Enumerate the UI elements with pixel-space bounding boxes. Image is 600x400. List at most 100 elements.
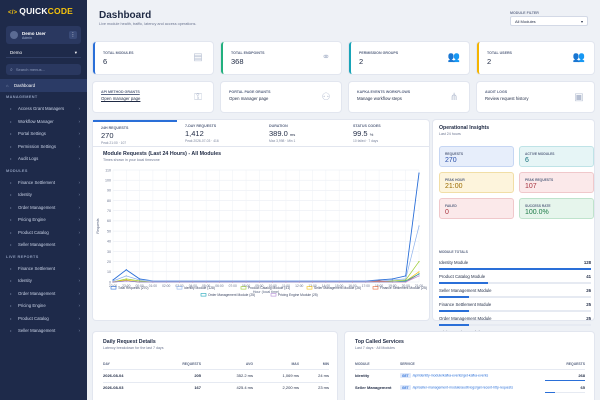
insight-label: PEAK REQUESTS xyxy=(525,178,554,182)
module-total-row[interactable]: Order Management Module 25 xyxy=(439,315,591,329)
services-subtitle: Last 7 days · All Modules xyxy=(355,346,395,350)
sidebar-item-label: Identity xyxy=(18,278,32,284)
dot-icon: • xyxy=(10,192,12,198)
sidebar-item-modules-3[interactable]: • Pricing Engine › xyxy=(0,214,87,227)
open-manager-link[interactable]: Open manager page xyxy=(229,96,269,101)
sidebar-item-management-3[interactable]: • Permission Settings › xyxy=(0,140,87,153)
chevron-right-icon: › xyxy=(78,106,81,112)
y-tick-label: 100 xyxy=(105,178,111,182)
avatar xyxy=(10,31,18,39)
tab-value-number: 99.5 xyxy=(353,129,368,138)
tab-24h-requests[interactable]: 24H REQUESTS 270 Peak 21:00 · 107 xyxy=(93,120,177,147)
x-tick-label: 09:00 xyxy=(255,284,263,288)
progress-fill xyxy=(439,268,591,270)
tab-duration[interactable]: DURATION 389.0 ms Max 3,998 · Min 1 xyxy=(261,120,345,147)
table-cell: 2026-08-03 xyxy=(103,385,124,390)
insight-label: FAILED xyxy=(445,204,457,208)
module-total-count: 26 xyxy=(586,288,591,293)
x-tick-label: 14:00 xyxy=(322,284,330,288)
review-history-link[interactable]: Review request history xyxy=(485,96,529,101)
sidebar-item-live-2[interactable]: • Order Management › xyxy=(0,287,87,300)
module-total-row[interactable]: Identity Module 128 xyxy=(439,259,591,273)
top-called-services-panel: Top Called Services Last 7 days · All Mo… xyxy=(345,332,594,400)
more-icon[interactable]: ⋮ xyxy=(69,31,77,39)
sidebar-item-modules-1[interactable]: • Identity › xyxy=(0,189,87,202)
sidebar-item-label: Permission Settings xyxy=(18,143,56,149)
link-card-portal-page-grants[interactable]: PORTAL PAGE GRANTS Open manager page ⚇ xyxy=(221,82,341,112)
module-total-row[interactable]: Seller Management Module 26 xyxy=(439,287,591,301)
module-total-name: Product Catalog Module xyxy=(439,274,486,279)
tab-value: 1,412 xyxy=(185,129,253,138)
table-cell: 1,069 ms xyxy=(282,373,299,378)
chevron-down-icon: ▾ xyxy=(74,49,77,55)
sidebar-item-live-3[interactable]: • Pricing Engine › xyxy=(0,300,87,313)
insight-box: ACTIVE MODULES 6 xyxy=(519,146,594,167)
chevron-right-icon: › xyxy=(78,118,81,124)
sidebar-item-live-0[interactable]: • Finance Settlement › xyxy=(0,262,87,275)
x-tick-label: 21:00 xyxy=(415,284,423,288)
sidebar-item-management-1[interactable]: • Workflow Manager › xyxy=(0,115,87,128)
sidebar-item-label: Audit Logs xyxy=(18,156,39,162)
divider xyxy=(355,369,585,370)
sidebar-item-live-1[interactable]: • Identity › xyxy=(0,275,87,288)
link-card-api-method-grants[interactable]: API METHOD GRANTS Open manager page ⚿ xyxy=(93,82,213,112)
dot-icon: • xyxy=(10,315,12,321)
stat-card-total-endpoints: TOTAL ENDPOINTS 368 ⚭ xyxy=(221,42,341,74)
x-tick-label: 12:00 xyxy=(295,284,303,288)
module-filter-select[interactable]: All Modules ▾ xyxy=(510,16,588,26)
x-tick-label: 20:00 xyxy=(402,284,410,288)
data-point xyxy=(192,280,194,282)
x-tick-label: 07:00 xyxy=(229,284,237,288)
data-point xyxy=(298,281,300,283)
module-total-row[interactable]: Finance Settlement Module 25 xyxy=(439,301,591,315)
sidebar-item-modules-4[interactable]: • Product Catalog › xyxy=(0,226,87,239)
data-point xyxy=(258,281,260,283)
sidebar-item-management-0[interactable]: • Access Grant Managers › xyxy=(0,103,87,116)
tab-status-codes[interactable]: STATUS CODES 99.5 % 10 failed · 7 days xyxy=(345,120,429,147)
data-point xyxy=(152,281,154,283)
y-tick-label: 90 xyxy=(107,189,111,193)
progress-track xyxy=(439,282,591,284)
tab-value: 389.0 ms xyxy=(269,129,337,138)
logo-brackets: </> xyxy=(8,10,18,16)
chevron-right-icon: › xyxy=(78,143,81,149)
sidebar-item-label: Order Management xyxy=(18,290,56,296)
module-total-name: Identity Module xyxy=(439,260,469,265)
insight-box: PEAK HOUR 21:00 xyxy=(439,172,514,193)
sidebar-item-live-4[interactable]: • Product Catalog › xyxy=(0,312,87,325)
data-point xyxy=(245,280,247,282)
insight-label: PEAK HOUR xyxy=(445,178,465,182)
page-subtitle: Live module health, traffic, latency and… xyxy=(99,22,197,26)
data-point xyxy=(139,281,141,283)
open-manager-link[interactable]: Open manager page xyxy=(101,96,141,101)
sidebar-item-live-5[interactable]: • Seller Management › xyxy=(0,325,87,338)
menu-search-input[interactable]: ⌕ Search menus... xyxy=(6,64,81,75)
tab-7day-requests[interactable]: 7-DAY REQUESTS 1,412 Peak 2026-07-03 · 4… xyxy=(177,120,261,147)
sidebar-item-modules-0[interactable]: • Finance Settlement › xyxy=(0,176,87,189)
chevron-right-icon: › xyxy=(78,156,81,162)
chevron-right-icon: › xyxy=(78,179,81,185)
module-total-name: Seller Management Module xyxy=(439,288,492,293)
app-logo[interactable]: </> QUICKCODE xyxy=(0,0,87,22)
manage-workflow-link[interactable]: Manage workflow steps xyxy=(357,96,402,101)
dot-icon: • xyxy=(10,278,12,284)
page-title: Dashboard xyxy=(99,10,152,21)
requests-line-chart: 0 10 20 30 40 50 60 70 80 90 100 110 22:00 23:00 00:00… xyxy=(96,168,427,297)
environment-selector[interactable]: Demo ▾ xyxy=(6,48,81,58)
chevron-right-icon: › xyxy=(78,229,81,235)
link-card-kafka-workflows[interactable]: KAFKA EVENTS WORKFLOWS Manage workflow s… xyxy=(349,82,469,112)
sidebar-item-modules-2[interactable]: • Order Management › xyxy=(0,201,87,214)
link-card-audit-logs[interactable]: AUDIT LOGS Review request history ▣ xyxy=(477,82,594,112)
x-axis-label: Hour (local time) xyxy=(253,290,279,294)
legend-swatch xyxy=(270,293,277,297)
tab-sub: Max 3,998 · Min 1 xyxy=(269,139,296,143)
x-tick-label: 13:00 xyxy=(308,284,316,288)
chevron-right-icon: › xyxy=(78,328,81,334)
module-total-row[interactable]: Product Catalog Module 41 xyxy=(439,273,591,287)
user-card[interactable]: Demo User Admin ⋮ xyxy=(6,26,81,44)
sidebar-item-management-2[interactable]: • Portal Settings › xyxy=(0,128,87,141)
data-point xyxy=(112,279,114,281)
sidebar-item-management-4[interactable]: • Audit Logs › xyxy=(0,153,87,166)
sidebar-item-dashboard[interactable]: ⌂ Dashboard xyxy=(0,79,87,92)
sidebar-item-modules-5[interactable]: • Seller Management › xyxy=(0,239,87,252)
